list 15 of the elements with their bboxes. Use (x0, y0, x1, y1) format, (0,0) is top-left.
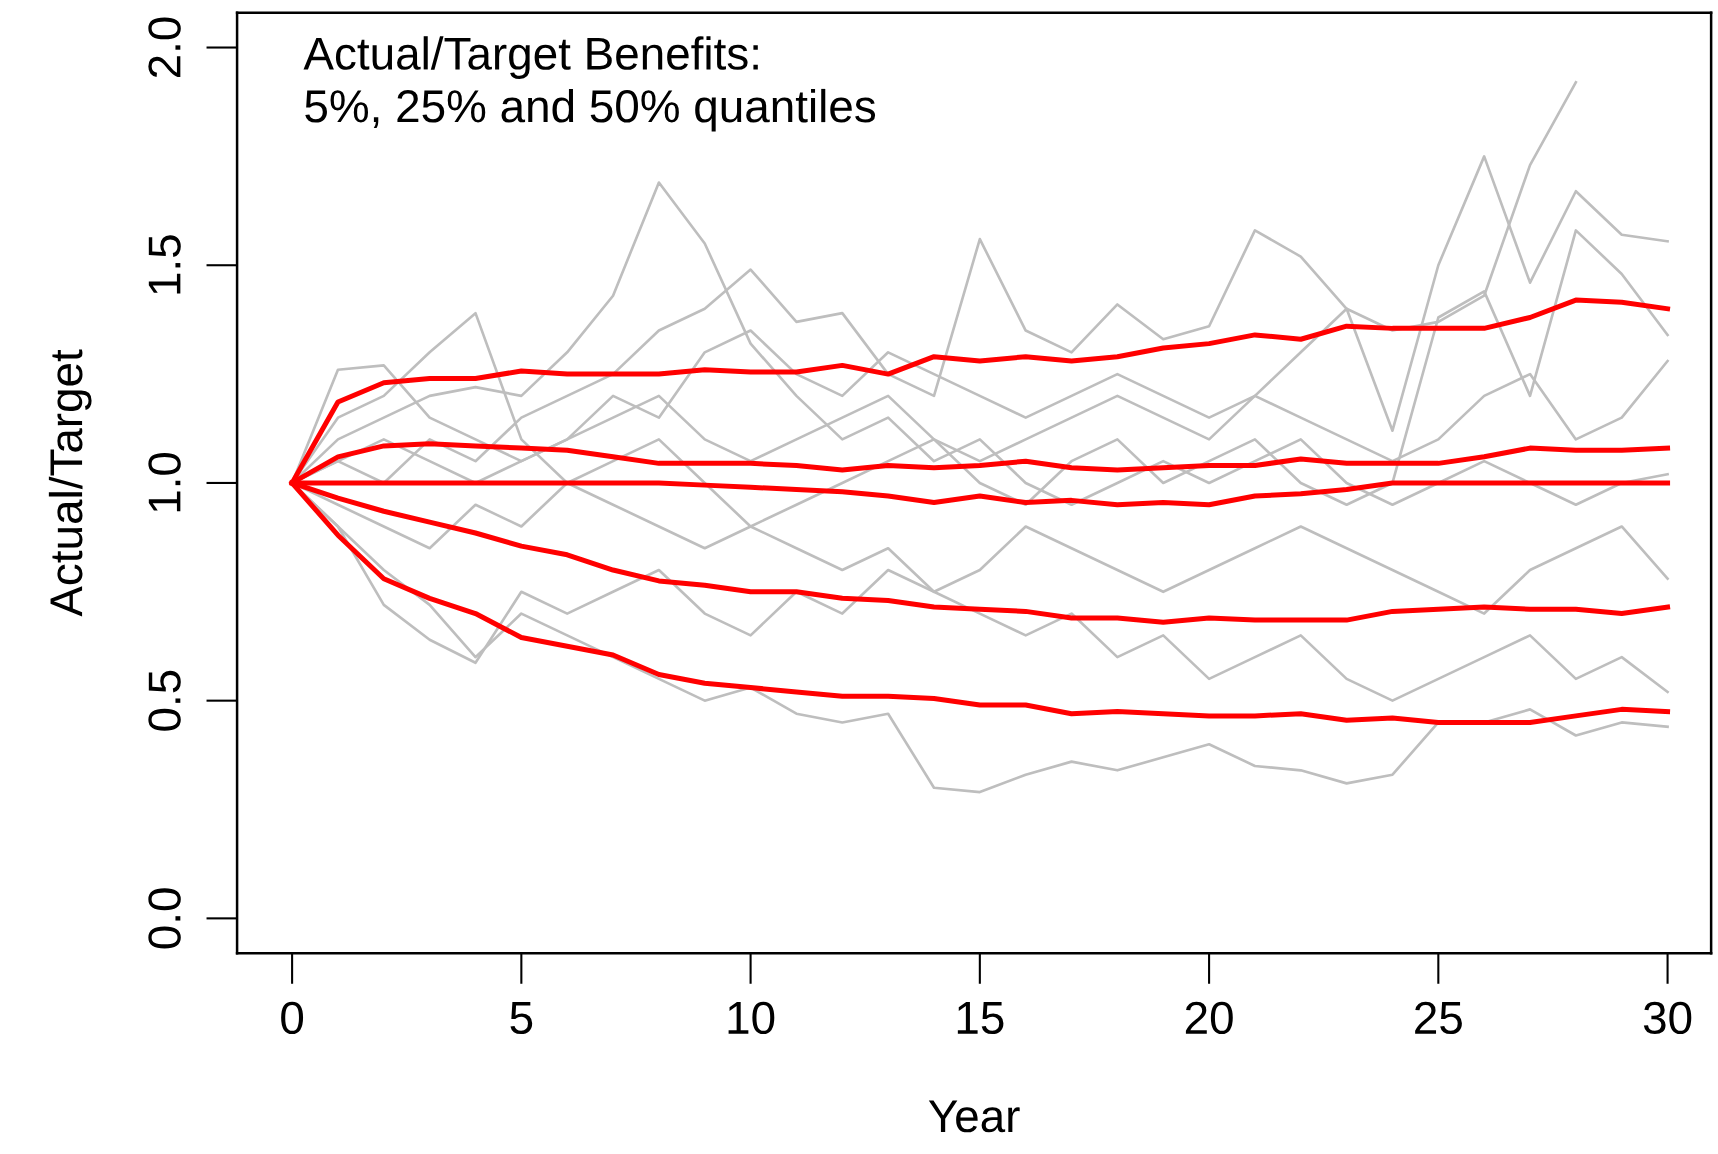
x-tick-label: 10 (728, 1001, 775, 1035)
annotation: Actual/Target Benefits: 5%, 25% and 50% quantiles (303, 36, 876, 132)
y-tick-label: 2.0 (148, 17, 181, 78)
x-tick-label: 30 (1643, 1001, 1692, 1035)
x-tick-label: 25 (1415, 1001, 1462, 1035)
y-tick-label: 1.5 (148, 235, 181, 294)
y-tick-label: 1.0 (148, 452, 181, 512)
x-tick-label: 5 (510, 1002, 533, 1035)
x-tick-label: 0 (281, 1001, 304, 1035)
x-axis-title: Year (928, 1100, 1020, 1133)
y-tick-label: 0.0 (148, 888, 181, 949)
y-tick-label: 0.5 (148, 670, 181, 731)
x-tick-label: 15 (957, 1002, 1004, 1035)
x-tick-label: 20 (1185, 1001, 1233, 1035)
y-axis-title: Actual/Target (48, 349, 92, 617)
